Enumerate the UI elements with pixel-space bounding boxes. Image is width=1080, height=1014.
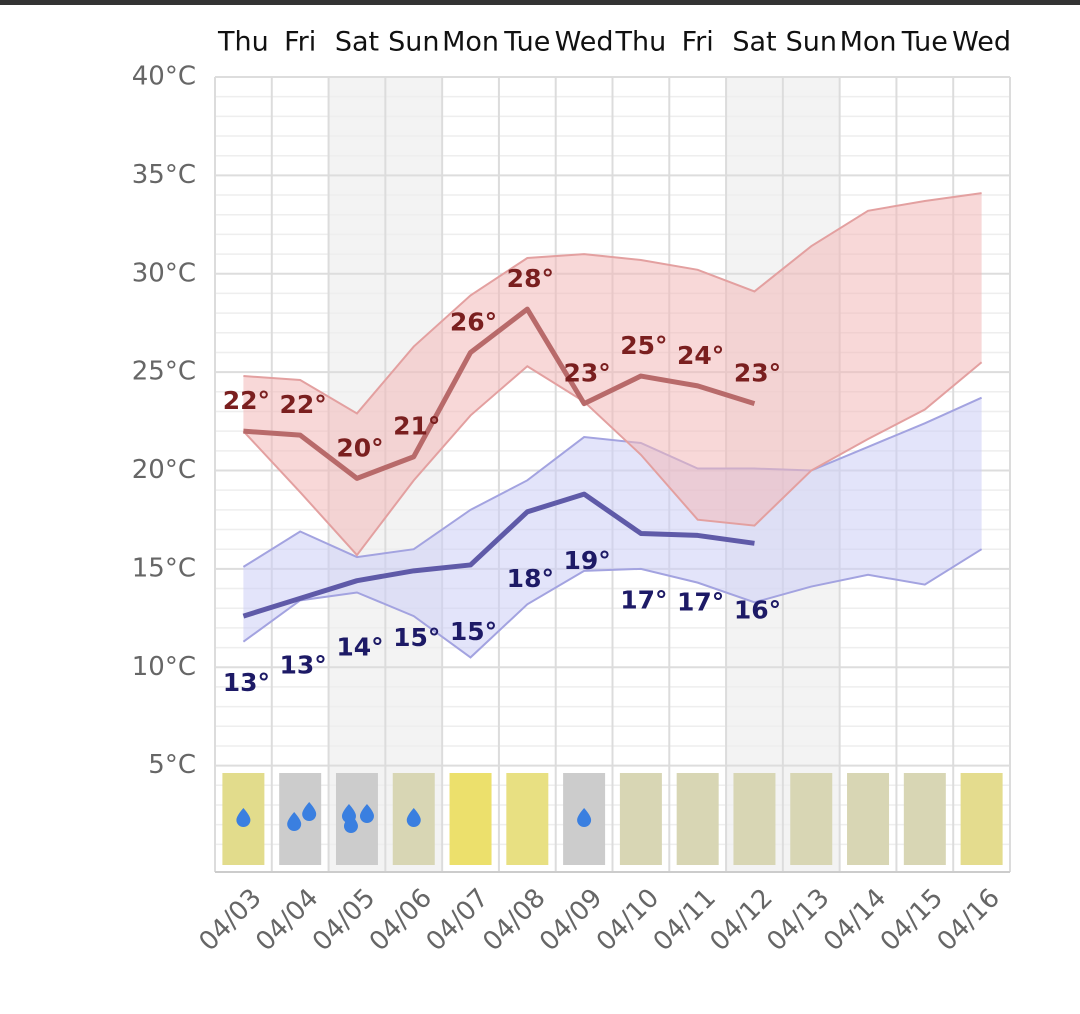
value-label: 23° (734, 359, 781, 388)
date-label: 04/09 (534, 883, 608, 957)
value-label: 17° (620, 585, 667, 614)
temp-line (243, 306, 756, 481)
rain-drop (406, 808, 421, 827)
value-label: 26° (450, 307, 497, 336)
value-label: 19° (563, 546, 610, 575)
value-label: 14° (336, 633, 383, 662)
date-label: 04/06 (364, 883, 438, 957)
weather-tile (960, 773, 1003, 865)
y-tick-label: 25°C (132, 357, 196, 387)
day-label: Tue (901, 27, 948, 58)
date-label: 04/07 (421, 883, 495, 957)
value-label: 15° (393, 623, 440, 652)
value-label: 17° (677, 587, 724, 616)
weather-tile (619, 773, 662, 865)
y-tick-label: 30°C (132, 258, 196, 288)
date-label: 04/16 (932, 883, 1006, 957)
rain-drop (359, 804, 374, 824)
value-label: 20° (336, 433, 383, 462)
y-tick-label: 40°C (132, 62, 196, 92)
value-label: 21° (393, 412, 440, 441)
value-label: 22° (280, 390, 327, 419)
value-label: 18° (507, 564, 554, 593)
y-tick-label: 5°C (148, 750, 196, 780)
date-label: 04/03 (193, 883, 267, 957)
date-label: 04/13 (761, 883, 835, 957)
day-label: Sat (335, 27, 379, 58)
day-label: Fri (284, 27, 316, 58)
value-label: 22° (223, 386, 270, 415)
weather-tile (279, 773, 322, 865)
date-label: 04/04 (250, 883, 324, 957)
rain-drop (287, 812, 302, 832)
y-tick-label: 35°C (132, 160, 196, 190)
rain-drop (302, 802, 317, 822)
weather-tile (847, 773, 890, 865)
date-label: 04/11 (648, 883, 722, 957)
value-label: 13° (280, 650, 327, 679)
weather-tile (733, 773, 776, 865)
weather-tile (449, 773, 492, 865)
day-label: Wed (952, 27, 1011, 58)
date-label: 04/14 (818, 883, 892, 957)
date-label: 04/12 (705, 883, 779, 957)
status-bar (0, 0, 1080, 5)
value-label: 23° (563, 359, 610, 388)
range-band (243, 193, 982, 556)
y-tick-label: 20°C (132, 455, 196, 485)
day-label: Thu (615, 27, 667, 58)
day-label: Tue (503, 27, 550, 58)
date-label: 04/10 (591, 883, 665, 957)
value-label: 13° (223, 668, 270, 697)
value-label: 15° (450, 617, 497, 646)
day-label: Mon (442, 27, 499, 58)
value-label: 16° (734, 595, 781, 624)
weather-tile (903, 773, 946, 865)
range-edge (243, 192, 982, 415)
weather-tile (676, 773, 719, 865)
rain-drop (577, 808, 592, 827)
value-label: 28° (507, 264, 554, 293)
date-label: 04/15 (875, 883, 949, 957)
weather-tile (506, 773, 549, 865)
weather-tile (790, 773, 833, 865)
day-label: Mon (840, 27, 897, 58)
day-label: Sun (388, 27, 439, 58)
range-edge (242, 361, 983, 557)
day-label: Sat (732, 27, 776, 58)
y-tick-label: 10°C (132, 652, 196, 682)
range-edge (242, 548, 983, 659)
temp-line (242, 491, 755, 619)
value-label: 25° (620, 331, 667, 360)
date-label: 04/05 (307, 883, 381, 957)
day-label: Fri (682, 27, 714, 58)
day-label: Thu (217, 27, 269, 58)
day-label: Wed (555, 27, 614, 58)
range-band (243, 397, 982, 658)
range-edge (242, 396, 983, 568)
date-label: 04/08 (477, 883, 551, 957)
value-label: 24° (677, 341, 724, 370)
day-label: Sun (786, 27, 837, 58)
rain-drop (236, 808, 251, 827)
y-tick-label: 15°C (132, 553, 196, 583)
rain-drop (341, 804, 356, 824)
